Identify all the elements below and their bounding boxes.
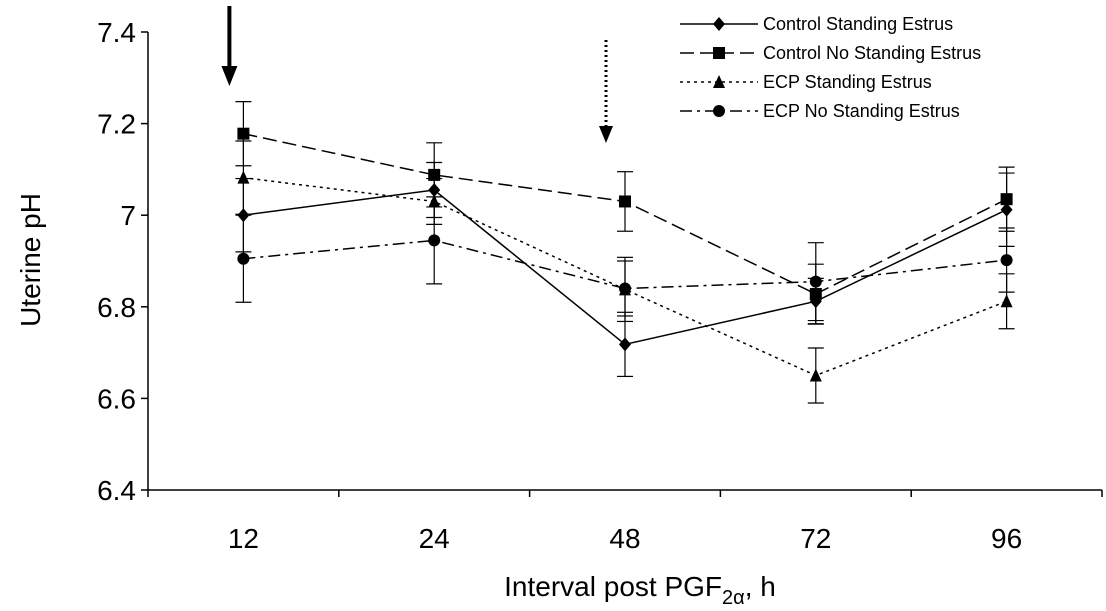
x-tick-label-24: 24 bbox=[419, 523, 450, 554]
series-3 bbox=[235, 196, 1015, 322]
annotation-arrows bbox=[221, 6, 613, 143]
x-tick-label-96: 96 bbox=[991, 523, 1022, 554]
x-tick-label-12: 12 bbox=[228, 523, 259, 554]
x-tick-label-72: 72 bbox=[800, 523, 831, 554]
data-point-3-2 bbox=[619, 282, 631, 295]
legend-entry-0: Control Standing Estrus bbox=[680, 14, 953, 34]
data-point-3-4 bbox=[1000, 254, 1013, 267]
dotted-arrow-head bbox=[599, 126, 613, 143]
legend-entry-3: ECP No Standing Estrus bbox=[680, 101, 960, 121]
x-axis-title-tail: , h bbox=[745, 571, 776, 602]
data-point-0-2 bbox=[619, 337, 631, 352]
data-point-3-1 bbox=[428, 234, 441, 247]
data-point-2-3 bbox=[809, 368, 822, 382]
legend-label-3: ECP No Standing Estrus bbox=[763, 101, 960, 121]
data-point-3-0 bbox=[237, 252, 250, 265]
x-tick-label-48: 48 bbox=[609, 523, 640, 554]
x-axis-title-subscript: 2α bbox=[722, 587, 745, 609]
y-tick-label-2: 6.8 bbox=[97, 292, 136, 323]
legend-label-0: Control Standing Estrus bbox=[763, 14, 953, 34]
x-axis: 12 24 48 72 96 bbox=[147, 489, 1103, 554]
dotted-arrow bbox=[599, 40, 613, 143]
y-tick-label-5: 7.4 bbox=[97, 17, 136, 48]
legend: Control Standing Estrus Control No Standi… bbox=[680, 14, 981, 121]
y-tick-label-0: 6.4 bbox=[97, 475, 136, 506]
legend-label-1: Control No Standing Estrus bbox=[763, 43, 981, 63]
data-point-2-4 bbox=[1000, 294, 1013, 308]
x-axis-title-main: Interval post PGF bbox=[504, 571, 722, 602]
legend-marker-3 bbox=[713, 105, 725, 117]
solid-arrow-head bbox=[221, 66, 238, 86]
legend-marker-2 bbox=[713, 75, 725, 88]
data-point-3-3 bbox=[809, 275, 822, 288]
y-tick-label-1: 6.6 bbox=[97, 383, 136, 414]
data-point-1-2 bbox=[619, 195, 631, 208]
legend-marker-0 bbox=[713, 17, 725, 31]
legend-marker-1 bbox=[713, 47, 725, 59]
legend-entry-1: Control No Standing Estrus bbox=[680, 43, 981, 63]
data-point-2-0 bbox=[237, 170, 250, 184]
data-point-1-0 bbox=[237, 127, 250, 140]
data-point-1-1 bbox=[428, 168, 441, 181]
x-axis-title: Interval post PGF2α, h bbox=[504, 571, 776, 609]
solid-arrow bbox=[221, 6, 238, 86]
series-1 bbox=[235, 101, 1015, 325]
y-axis-title: Uterine pH bbox=[15, 193, 46, 327]
y-axis: 6.4 6.6 6.8 7 7.2 7.4 bbox=[97, 17, 149, 506]
data-point-1-4 bbox=[1000, 193, 1013, 206]
series-line-2 bbox=[243, 176, 1007, 377]
series-line-3 bbox=[243, 239, 1007, 290]
legend-label-2: ECP Standing Estrus bbox=[763, 72, 932, 92]
series-layer bbox=[235, 101, 1015, 404]
y-tick-label-3: 7 bbox=[120, 200, 136, 231]
legend-entry-2: ECP Standing Estrus bbox=[680, 72, 932, 92]
y-tick-label-4: 7.2 bbox=[97, 109, 136, 140]
